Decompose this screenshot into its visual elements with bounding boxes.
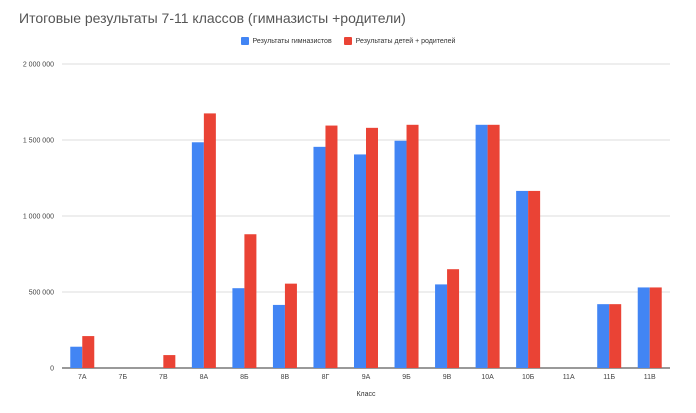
x-tick-label: 8Б xyxy=(240,374,249,381)
x-tick-label: 9А xyxy=(362,374,371,381)
bar-family-6 xyxy=(325,125,338,368)
bar-family-9 xyxy=(447,269,460,368)
y-tick-label: 2 000 000 xyxy=(23,62,54,69)
legend-item-series-1[interactable]: Результаты гимназистов xyxy=(240,37,332,45)
bar-gymnasium-3 xyxy=(191,142,204,368)
x-tick-label: 11А xyxy=(563,374,575,381)
bar-family-7 xyxy=(366,127,378,368)
bar-family-2 xyxy=(163,355,176,368)
legend-item-series-2[interactable]: Результаты детей + родителей xyxy=(343,37,456,45)
x-axis-title: Класс xyxy=(356,391,376,398)
y-tick-label: 0 xyxy=(50,366,54,373)
bar-gymnasium-11 xyxy=(516,190,529,368)
bar-family-14 xyxy=(649,287,662,368)
legend-label-series-2: Результаты детей + родителей xyxy=(355,37,456,45)
bar-family-0 xyxy=(82,336,95,368)
x-tick-label: 7В xyxy=(159,374,168,381)
bar-family-13 xyxy=(609,304,622,368)
bar-gymnasium-4 xyxy=(232,288,245,368)
x-tick-label: 8А xyxy=(200,374,209,381)
bar-gymnasium-14 xyxy=(637,287,650,368)
bar-gymnasium-10 xyxy=(475,124,488,368)
bar-family-10 xyxy=(487,124,500,368)
x-tick-label: 7А xyxy=(78,374,87,381)
bar-gymnasium-13 xyxy=(597,304,610,368)
x-tick-label: 7Б xyxy=(119,374,128,381)
bar-gymnasium-6 xyxy=(313,146,326,368)
bar-family-3 xyxy=(203,113,216,369)
bar-family-11 xyxy=(528,190,541,368)
legend: Результаты гимназистов Результаты детей … xyxy=(0,37,696,45)
legend-swatch-series-2 xyxy=(343,37,352,45)
bar-family-8 xyxy=(406,124,419,368)
y-tick-label: 1 000 000 xyxy=(23,214,54,221)
legend-label-series-1: Результаты гимназистов xyxy=(252,37,332,45)
bar-gymnasium-9 xyxy=(435,284,448,368)
x-tick-label: 8В xyxy=(281,374,290,381)
bar-family-5 xyxy=(284,283,297,368)
chart-title: Итоговые результаты 7-11 классов (гимназ… xyxy=(19,10,406,26)
bar-gymnasium-8 xyxy=(394,140,407,368)
y-tick-label: 1 500 000 xyxy=(23,138,54,145)
x-tick-label: 8Г xyxy=(322,374,330,381)
bar-gymnasium-5 xyxy=(272,304,285,368)
x-tick-label: 9В xyxy=(443,374,452,381)
y-tick-label: 500 000 xyxy=(29,290,54,297)
legend-swatch-series-1 xyxy=(240,37,249,45)
x-tick-label: 11Б xyxy=(603,374,615,381)
x-tick-label: 10Б xyxy=(522,374,535,381)
x-tick-label: 9Б xyxy=(402,374,411,381)
bar-gymnasium-7 xyxy=(354,154,366,368)
x-tick-label: 11В xyxy=(644,374,656,381)
x-tick-label: 10А xyxy=(481,374,494,381)
bar-gymnasium-0 xyxy=(70,346,83,368)
bar-family-4 xyxy=(244,234,257,368)
